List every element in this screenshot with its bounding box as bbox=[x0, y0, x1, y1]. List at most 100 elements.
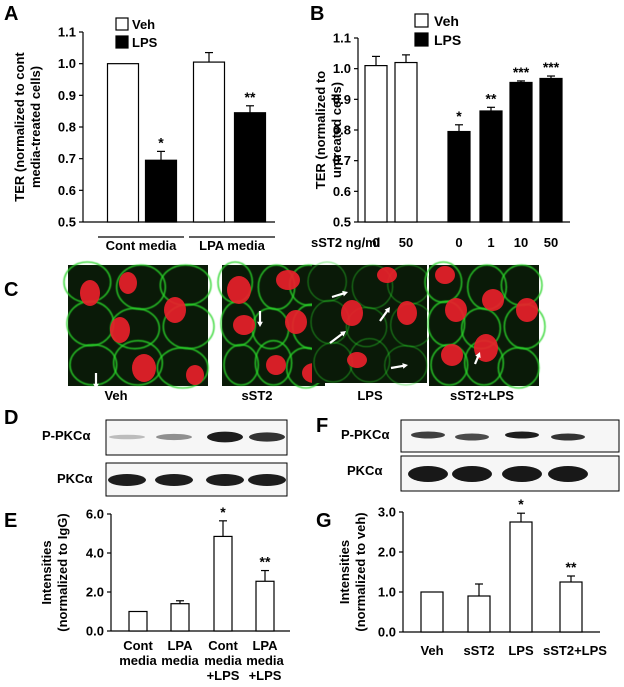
legend-label-veh-b: Veh bbox=[434, 13, 459, 29]
bar-a bbox=[192, 61, 226, 223]
cell-nucleus bbox=[276, 270, 300, 290]
y-tick-label-e: 6.0 bbox=[86, 507, 104, 522]
bar-a bbox=[233, 112, 267, 223]
bar-a bbox=[106, 63, 140, 223]
y-tick-label-b: 0.7 bbox=[333, 153, 351, 168]
y-tick-label-a: 0.7 bbox=[58, 151, 76, 166]
micrograph-1 bbox=[63, 261, 215, 389]
micrograph-row bbox=[63, 261, 546, 389]
cell-membrane bbox=[112, 339, 164, 386]
cell-membrane bbox=[159, 264, 212, 307]
cell-nucleus bbox=[80, 280, 100, 306]
x-tick-label-g: sST2+LPS bbox=[543, 643, 607, 658]
y-axis-label-a: TER (normalized to cont bbox=[12, 52, 27, 202]
y-axis-label-e: (normalized to IgG) bbox=[55, 513, 70, 631]
bar-e bbox=[170, 603, 190, 632]
blot-band bbox=[408, 466, 448, 482]
y-tick-label-a: 0.9 bbox=[58, 88, 76, 103]
arrow-icon bbox=[93, 383, 99, 389]
cell-nucleus bbox=[397, 301, 417, 325]
panel-letter-b: B bbox=[310, 3, 324, 25]
bar-g bbox=[559, 581, 583, 633]
significance-mark-g: ** bbox=[566, 559, 577, 575]
x-tick-label-e: LPA bbox=[252, 638, 278, 653]
blot-band bbox=[206, 474, 244, 486]
panel-letter-c: C bbox=[4, 279, 18, 301]
chart-panel-e: 0.0 2.0 4.0 6.0 Intensities (normalized to Ig… bbox=[39, 504, 290, 683]
y-tick-label-b: 0.6 bbox=[333, 184, 351, 199]
cell-nucleus bbox=[164, 297, 186, 323]
significance-mark-e: ** bbox=[260, 554, 271, 570]
blot-band bbox=[109, 434, 145, 440]
arrow-icon bbox=[390, 364, 406, 370]
bar-b bbox=[479, 110, 503, 223]
legend-label-lps-b: LPS bbox=[434, 32, 461, 48]
cell-nucleus bbox=[186, 365, 204, 385]
bar-g bbox=[509, 521, 533, 633]
y-tick-label-b: 1.0 bbox=[333, 61, 351, 76]
bar-e bbox=[213, 535, 233, 632]
group-label-a: Cont media bbox=[106, 238, 178, 253]
blot-band bbox=[505, 431, 539, 439]
y-tick-label-b: 0.5 bbox=[333, 215, 351, 230]
y-axis-label-b: TER (normalized to bbox=[313, 71, 328, 190]
y-tick-label-g: 1.0 bbox=[378, 585, 396, 600]
cell-nucleus bbox=[435, 266, 455, 284]
cell-nucleus bbox=[441, 344, 463, 366]
panel-letter-f: F bbox=[316, 415, 328, 437]
bar-b bbox=[447, 130, 471, 223]
panel-letter-g: G bbox=[316, 510, 332, 532]
blot-band bbox=[452, 466, 492, 482]
y-tick-label-e: 4.0 bbox=[86, 546, 104, 561]
x-tick-label-e: LPA bbox=[167, 638, 193, 653]
bar-g bbox=[467, 595, 491, 633]
micrograph-label-veh: Veh bbox=[104, 388, 127, 403]
micrograph-label-sst2-lps: sST2+LPS bbox=[450, 388, 514, 403]
arrow-icon bbox=[329, 331, 345, 344]
cell-nucleus bbox=[285, 310, 307, 334]
micrograph-label-sst2: sST2 bbox=[241, 388, 272, 403]
y-tick-label-e: 2.0 bbox=[86, 585, 104, 600]
cell-nucleus bbox=[110, 317, 130, 343]
cell-membrane bbox=[223, 343, 260, 386]
y-axis-label-g: Intensities bbox=[337, 540, 352, 604]
cell-nucleus bbox=[516, 298, 538, 322]
y-tick-label-g: 0.0 bbox=[378, 625, 396, 640]
x-tick-label-g: LPS bbox=[508, 643, 534, 658]
arrow-icon bbox=[342, 290, 348, 297]
y-tick-label-b: 0.8 bbox=[333, 123, 351, 138]
bar-b bbox=[539, 77, 563, 223]
cell-membrane bbox=[497, 346, 540, 389]
blot-band bbox=[455, 433, 489, 441]
cell-nucleus bbox=[445, 298, 467, 322]
blot-band bbox=[248, 474, 286, 486]
legend-swatch-veh-b bbox=[414, 13, 429, 28]
x-tick-label-g: sST2 bbox=[463, 643, 494, 658]
cell-nucleus bbox=[227, 276, 251, 304]
y-tick-label-a: 1.1 bbox=[58, 25, 76, 40]
panel-letter-d: D bbox=[4, 407, 18, 429]
blot-band bbox=[156, 433, 192, 441]
micrograph-4 bbox=[424, 261, 546, 389]
bar-b bbox=[394, 61, 418, 223]
arrow-icon bbox=[402, 363, 408, 369]
y-tick-label-a: 1.0 bbox=[58, 56, 76, 71]
y-tick-label-b: 1.1 bbox=[333, 31, 351, 46]
arrow-icon bbox=[257, 321, 263, 327]
y-tick-label-a: 0.5 bbox=[58, 215, 76, 230]
chart-panel-g: 0.0 1.0 2.0 3.0 Intensities (normalized to ve… bbox=[337, 496, 607, 658]
cell-nucleus bbox=[341, 300, 363, 326]
bar-a bbox=[144, 159, 178, 223]
panel-letter-e: E bbox=[4, 510, 17, 532]
arrow-icon bbox=[379, 308, 390, 322]
x-tick-label-e: media bbox=[161, 653, 199, 668]
legend-swatch-lps-b bbox=[414, 32, 429, 47]
significance-mark-a: ** bbox=[245, 89, 256, 105]
bar-b bbox=[509, 81, 533, 223]
legend-swatch-veh-a bbox=[115, 17, 129, 31]
y-tick-label-g: 2.0 bbox=[378, 545, 396, 560]
significance-mark-a: * bbox=[158, 134, 164, 150]
bar-e bbox=[255, 580, 275, 632]
legend-label-veh-a: Veh bbox=[132, 17, 155, 32]
significance-mark-e: * bbox=[220, 504, 226, 520]
